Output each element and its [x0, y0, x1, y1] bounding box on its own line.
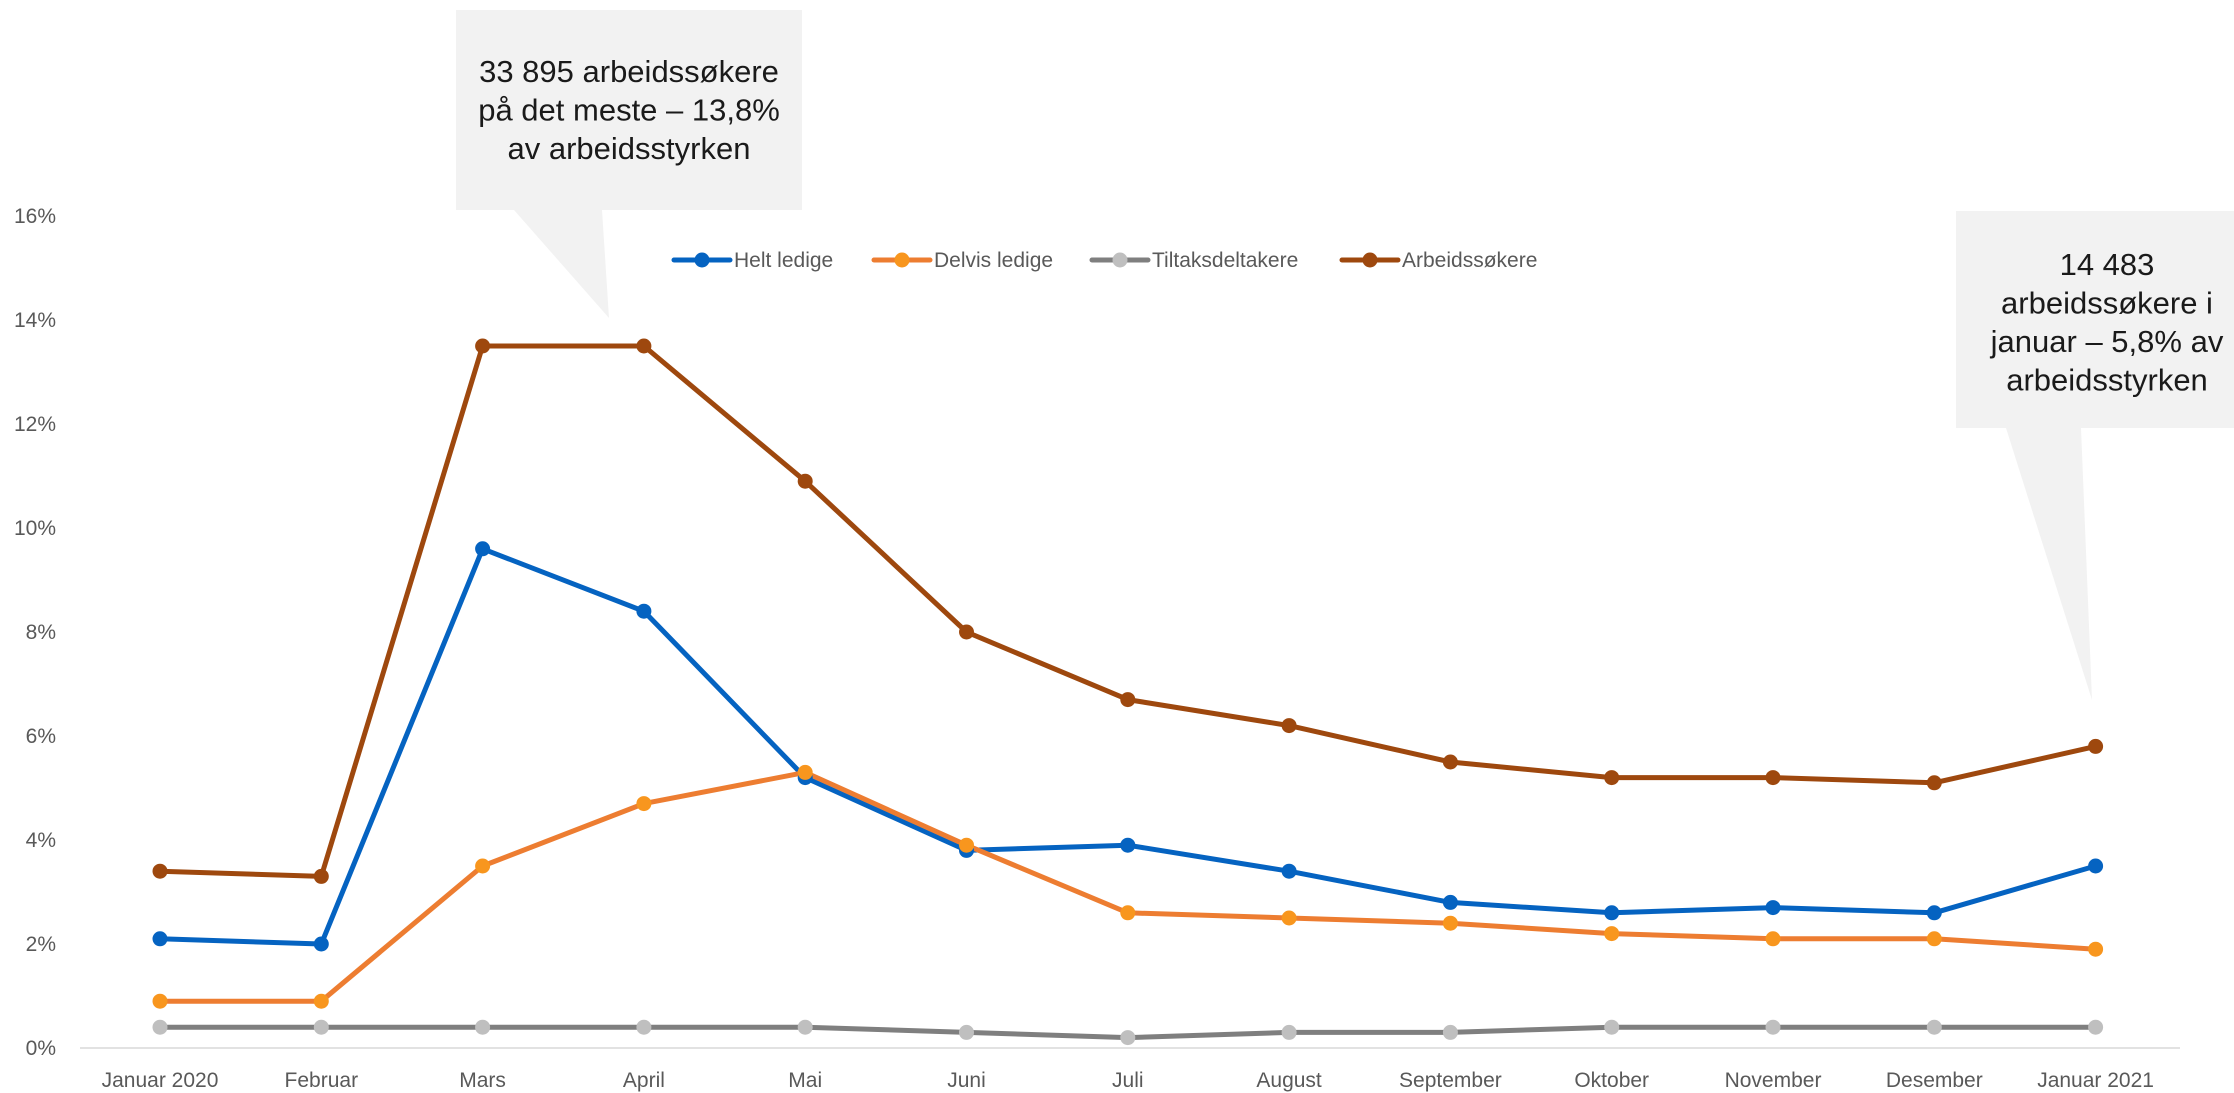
- x-tick-label: November: [1725, 1069, 1822, 1092]
- data-point-delvis-ledige: [1442, 915, 1458, 931]
- data-point-delvis-ledige: [1765, 931, 1781, 947]
- data-point-delvis-ledige: [1926, 931, 1942, 947]
- y-tick-label: 2%: [26, 933, 56, 956]
- y-tick-label: 4%: [26, 829, 56, 852]
- x-tick-label: August: [1256, 1069, 1322, 1092]
- x-tick-label: Desember: [1886, 1069, 1983, 1092]
- data-point-arbeidssokere: [475, 338, 491, 354]
- data-point-delvis-ledige: [797, 764, 813, 780]
- legend-swatch-marker-arbeidssokere: [1362, 252, 1378, 268]
- data-point-helt-ledige: [636, 603, 652, 619]
- callout-text-line: januar – 5,8% av: [1990, 324, 2224, 359]
- data-point-tiltaksdeltakere: [1765, 1019, 1781, 1035]
- data-point-arbeidssokere: [152, 863, 168, 879]
- x-tick-label: Juni: [947, 1069, 986, 1092]
- series-line-delvis-ledige: [157, 769, 2099, 1004]
- legend-swatch-marker-delvis-ledige: [894, 252, 910, 268]
- callout-box-latest: [1956, 211, 2234, 700]
- legend-label-delvis-ledige: Delvis ledige: [934, 249, 1053, 272]
- x-tick-label: September: [1399, 1069, 1502, 1092]
- data-point-arbeidssokere: [1120, 692, 1136, 708]
- data-point-delvis-ledige: [959, 837, 974, 853]
- callout-text-line: arbeidssøkere i: [2001, 286, 2213, 321]
- data-point-delvis-ledige: [1120, 905, 1136, 921]
- data-point-arbeidssokere: [1926, 775, 1942, 791]
- data-point-tiltaksdeltakere: [152, 1019, 168, 1035]
- data-point-helt-ledige: [1281, 863, 1297, 879]
- x-tick-label: Mars: [459, 1069, 506, 1092]
- series-lines: [157, 343, 2099, 1041]
- axes: 0% 2% 4% 6% 8% 10% 12% 14% 16% Januar 2020 Februar…: [14, 205, 2180, 1092]
- callout-text-line: 33 895 arbeidssøkere: [479, 54, 779, 89]
- data-point-delvis-ledige: [1604, 926, 1620, 942]
- callout-text-line: av arbeidsstyrken: [508, 131, 751, 166]
- y-tick-label: 8%: [26, 621, 56, 644]
- data-point-arbeidssokere: [1442, 754, 1458, 770]
- data-point-delvis-ledige: [636, 796, 652, 812]
- x-tick-label: Oktober: [1574, 1069, 1649, 1092]
- data-point-arbeidssokere: [1604, 770, 1620, 786]
- data-point-tiltaksdeltakere: [1926, 1019, 1942, 1035]
- data-point-helt-ledige: [2088, 858, 2104, 874]
- data-point-arbeidssokere: [1765, 770, 1781, 786]
- data-point-tiltaksdeltakere: [636, 1019, 652, 1035]
- data-point-delvis-ledige: [152, 993, 168, 1009]
- series-line-helt-ledige: [157, 546, 2099, 947]
- data-point-helt-ledige: [1765, 900, 1781, 916]
- data-point-helt-ledige: [1120, 837, 1136, 853]
- callout-text-line: 14 483: [2060, 247, 2155, 282]
- data-point-tiltaksdeltakere: [959, 1024, 974, 1040]
- y-tick-label: 10%: [14, 517, 56, 540]
- data-point-arbeidssokere: [959, 624, 974, 640]
- legend-swatch-marker-helt-ledige: [694, 252, 710, 268]
- legend-swatch-marker-tiltaksdeltakere: [1112, 252, 1128, 268]
- data-point-helt-ledige: [475, 541, 491, 557]
- x-tick-label: Juli: [1112, 1069, 1144, 1092]
- data-point-arbeidssokere: [2088, 738, 2104, 754]
- data-point-helt-ledige: [313, 936, 329, 952]
- x-tick-label: April: [623, 1069, 665, 1092]
- data-point-helt-ledige: [1604, 905, 1620, 921]
- data-point-delvis-ledige: [1281, 910, 1297, 926]
- series-line-arbeidssokere: [157, 343, 2099, 879]
- x-tick-label: Mai: [788, 1069, 822, 1092]
- data-point-tiltaksdeltakere: [797, 1019, 813, 1035]
- data-point-arbeidssokere: [1281, 718, 1297, 734]
- y-tick-label: 0%: [26, 1037, 56, 1060]
- data-point-arbeidssokere: [797, 473, 813, 489]
- callout-text-line: arbeidsstyrken: [2006, 363, 2208, 398]
- data-point-helt-ledige: [1926, 905, 1942, 921]
- legend: Helt ledige Delvis ledige Tiltaksdeltakere…: [671, 249, 1537, 272]
- data-point-arbeidssokere: [313, 868, 329, 884]
- x-tick-label: Januar 2020: [102, 1069, 219, 1092]
- legend-label-arbeidssokere: Arbeidssøkere: [1402, 249, 1537, 272]
- y-tick-label: 12%: [14, 413, 56, 436]
- data-point-tiltaksdeltakere: [1604, 1019, 1620, 1035]
- y-tick-label: 6%: [26, 725, 56, 748]
- callout-text-line: på det meste – 13,8%: [478, 93, 780, 128]
- data-point-tiltaksdeltakere: [313, 1019, 329, 1035]
- x-tick-label: Februar: [285, 1069, 359, 1092]
- data-point-tiltaksdeltakere: [2088, 1019, 2104, 1035]
- data-point-tiltaksdeltakere: [1281, 1024, 1297, 1040]
- data-point-helt-ledige: [1442, 894, 1458, 910]
- y-tick-label: 14%: [14, 309, 56, 332]
- data-point-delvis-ledige: [313, 993, 329, 1009]
- data-point-delvis-ledige: [475, 858, 491, 874]
- data-point-tiltaksdeltakere: [1120, 1030, 1136, 1046]
- legend-label-helt-ledige: Helt ledige: [734, 249, 833, 272]
- callout-box-peak: [456, 10, 802, 318]
- callouts: 33 895 arbeidssøkere på det meste – 13,8%…: [456, 10, 2234, 700]
- data-point-delvis-ledige: [2088, 941, 2104, 957]
- x-tick-label: Januar 2021: [2037, 1069, 2154, 1092]
- data-point-arbeidssokere: [636, 338, 652, 354]
- legend-label-tiltaksdeltakere: Tiltaksdeltakere: [1152, 249, 1298, 272]
- y-tick-label: 16%: [14, 205, 56, 228]
- data-point-tiltaksdeltakere: [1442, 1024, 1458, 1040]
- data-point-helt-ledige: [152, 931, 168, 947]
- series-markers: [152, 338, 2104, 1046]
- data-point-tiltaksdeltakere: [475, 1019, 491, 1035]
